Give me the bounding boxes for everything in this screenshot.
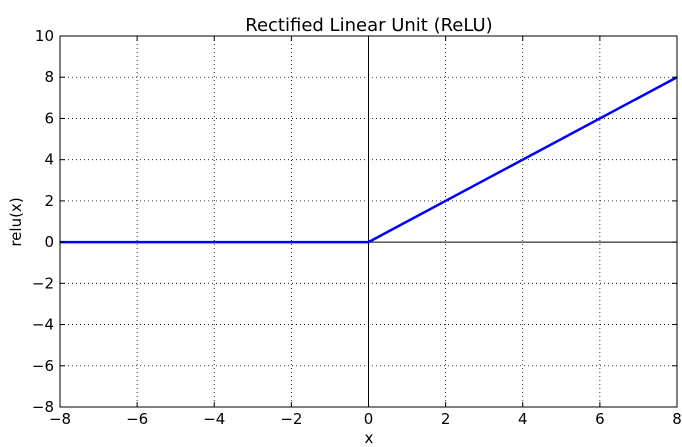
x-tick-labels: −8 −6 −4 −2 0 2 4 6 8 <box>49 410 682 428</box>
relu-series-line <box>60 76 678 244</box>
x-tick-label: 2 <box>441 410 451 428</box>
x-tick-label: 0 <box>364 410 374 428</box>
x-tick-label: −4 <box>203 410 225 428</box>
y-tick-label: −8 <box>32 398 54 416</box>
y-tick-label: 10 <box>35 27 54 45</box>
chart-title: Rectified Linear Unit (ReLU) <box>245 15 492 36</box>
y-tick-label: 8 <box>44 68 54 86</box>
tick-marks <box>59 35 678 408</box>
x-tick-label: 8 <box>672 410 682 428</box>
y-tick-label: −4 <box>32 316 54 334</box>
y-tick-label: −6 <box>32 357 54 375</box>
y-tick-labels: −8 −6 −4 −2 0 2 4 6 8 10 <box>32 27 54 416</box>
zero-axis-lines <box>60 36 677 407</box>
y-tick-label: 6 <box>44 109 54 127</box>
y-axis-label: relu(x) <box>7 197 25 246</box>
x-tick-label: 4 <box>518 410 528 428</box>
x-tick-label: −8 <box>49 410 71 428</box>
series-layer <box>60 76 678 244</box>
y-tick-label: −2 <box>32 274 54 292</box>
x-tick-label: 6 <box>595 410 605 428</box>
y-tick-label: 0 <box>44 233 54 251</box>
y-tick-label: 2 <box>44 192 54 210</box>
x-tick-label: −2 <box>280 410 302 428</box>
x-tick-label: −6 <box>126 410 148 428</box>
x-axis-label: x <box>365 429 374 447</box>
y-tick-label: 4 <box>44 151 54 169</box>
